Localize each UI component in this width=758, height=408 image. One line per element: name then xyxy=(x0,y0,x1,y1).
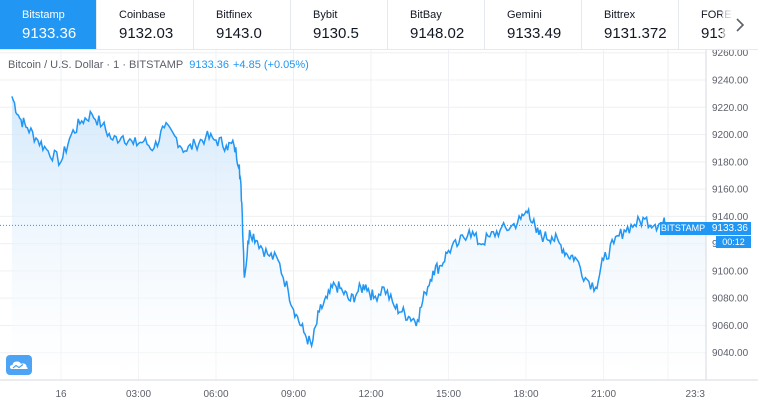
time-axis-label: 21:00 xyxy=(591,389,616,400)
price-axis-label: 9200.00 xyxy=(712,130,749,141)
exchange-name: BitBay xyxy=(410,9,442,21)
last-price-badge: 9133.36 xyxy=(706,222,751,235)
exchange-name: Coinbase xyxy=(119,9,166,21)
price-axis-label: 9180.00 xyxy=(712,157,749,168)
price-chart[interactable]: 9040.009060.009080.009100.009120.009140.… xyxy=(0,50,758,408)
exchange-price: 9133.36 xyxy=(22,25,77,42)
price-axis-label: 9240.00 xyxy=(712,76,749,87)
tabs-next-button[interactable] xyxy=(722,0,758,49)
symbol-title: Bitcoin / U.S. Dollar · 1 · BITSTAMP xyxy=(8,59,184,71)
exchange-price: 9133.49 xyxy=(507,25,562,42)
exchange-price: 9148.02 xyxy=(410,25,465,42)
price-axis-label: 9080.00 xyxy=(712,294,749,305)
chevron-right-icon xyxy=(736,18,745,32)
time-axis-label: 12:00 xyxy=(358,389,383,400)
tab-coinbase[interactable]: Coinbase 9132.03 xyxy=(97,0,194,49)
chart-legend: Bitcoin / U.S. Dollar · 1 · BITSTAMP 9133… xyxy=(8,59,309,71)
exchange-name: Bybit xyxy=(313,9,338,21)
exchange-price: 9143.0 xyxy=(216,25,262,42)
price-axis-label: 9220.00 xyxy=(712,103,749,114)
exchange-name: Gemini xyxy=(507,9,542,21)
exchange-price: 9132.03 xyxy=(119,25,174,42)
tradingview-logo-icon[interactable] xyxy=(6,355,32,375)
price-axis-label: 9040.00 xyxy=(712,348,749,359)
time-axis-label: 16 xyxy=(55,389,67,400)
exchange-tabs: Bitstamp 9133.36 Coinbase 9132.03 Bitfin… xyxy=(0,0,758,50)
exchange-price: 9131.372 xyxy=(604,25,667,42)
price-axis[interactable]: 9040.009060.009080.009100.009120.009140.… xyxy=(712,50,749,359)
price-line xyxy=(11,96,707,349)
tab-bitstamp[interactable]: Bitstamp 9133.36 xyxy=(0,0,97,49)
tab-bitfinex[interactable]: Bitfinex 9143.0 xyxy=(194,0,291,49)
price-area xyxy=(11,96,706,381)
exchange-name: Bitfinex xyxy=(216,9,253,21)
price-axis-label: 9260.00 xyxy=(712,50,749,59)
legend-change: +4.85 (+0.05%) xyxy=(233,59,309,71)
time-axis-label: 15:00 xyxy=(436,389,461,400)
time-axis-label: 03:00 xyxy=(126,389,151,400)
exchange-name: Bittrex xyxy=(604,9,636,21)
price-axis-label: 9060.00 xyxy=(712,321,749,332)
exchange-price: 913 xyxy=(701,25,727,42)
time-axis-label: 09:00 xyxy=(281,389,306,400)
bar-countdown-badge: 00:12 xyxy=(716,236,751,248)
price-axis-label: 9140.00 xyxy=(712,212,749,223)
legend-value: 9133.36 xyxy=(189,59,229,71)
tab-bybit[interactable]: Bybit 9130.5 xyxy=(291,0,388,49)
time-axis[interactable]: 16 03:00 06:00 09:00 12:00 15:00 18:00 21:00 23:… xyxy=(55,389,705,400)
tab-gemini[interactable]: Gemini 9133.49 xyxy=(485,0,582,49)
exchange-name: Bitstamp xyxy=(22,9,65,21)
price-axis-label: 9160.00 xyxy=(712,185,749,196)
time-axis-label: 18:00 xyxy=(513,389,538,400)
exchange-price: 9130.5 xyxy=(313,25,359,42)
price-axis-label: 9100.00 xyxy=(712,266,749,277)
time-axis-label: 23:3 xyxy=(686,389,706,400)
cloud-icon xyxy=(10,361,28,369)
tab-bittrex[interactable]: Bittrex 9131.372 xyxy=(582,0,679,49)
tab-bitbay[interactable]: BitBay 9148.02 xyxy=(388,0,485,49)
exchange-price-label: BITSTAMP xyxy=(660,222,706,235)
time-axis-label: 06:00 xyxy=(203,389,228,400)
